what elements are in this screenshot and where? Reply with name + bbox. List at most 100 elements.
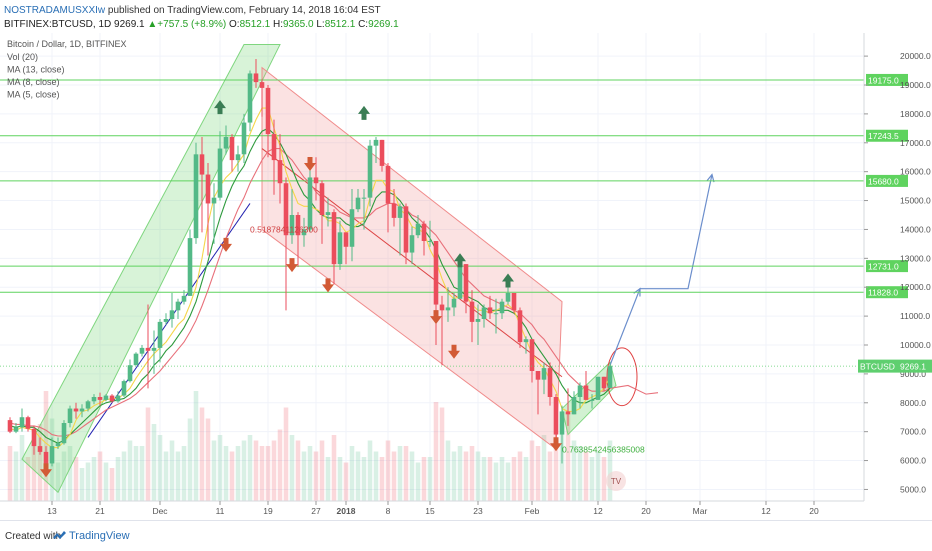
- volume-bars: [7, 391, 613, 501]
- change-value: ▲+757.5 (+8.9%): [147, 19, 227, 30]
- candle-body: [25, 417, 31, 429]
- volume-bar: [169, 440, 175, 501]
- volume-bar: [139, 446, 145, 501]
- time-tick-label: 19: [263, 506, 273, 516]
- tradingview-brand[interactable]: TradingView: [69, 530, 130, 542]
- candle-body: [331, 212, 337, 265]
- volume-bar: [127, 440, 133, 501]
- candle-body: [343, 232, 349, 247]
- candle-body: [337, 232, 343, 265]
- time-tick-label: 12: [593, 506, 603, 516]
- symbol-ohlc-line: BITFINEX:BTCUSD, 1D 9269.1 ▲+757.5 (+8.9…: [4, 19, 399, 30]
- candle-body: [55, 443, 61, 447]
- candle-body: [235, 154, 241, 161]
- volume-bar: [493, 462, 499, 501]
- volume-bar: [115, 457, 121, 501]
- candle-body: [403, 206, 409, 253]
- volume-bar: [133, 446, 139, 501]
- volume-bar: [109, 468, 115, 501]
- price-tick-label: 20000.0: [900, 51, 931, 61]
- volume-bar: [433, 402, 439, 501]
- volume-bar: [511, 457, 517, 501]
- candle-body: [415, 223, 421, 236]
- volume-bar: [223, 446, 229, 501]
- volume-bar: [481, 457, 487, 501]
- volume-bar: [403, 446, 409, 501]
- volume-bar: [355, 451, 361, 501]
- indicator-legend: Bitcoin / Dollar, 1D, BITFINEX Vol (20) MA…: [7, 39, 127, 100]
- volume-bar: [343, 462, 349, 501]
- candle-body: [181, 295, 187, 302]
- level-tag: [866, 286, 908, 299]
- candle-body: [589, 399, 595, 401]
- candle-body: [289, 215, 295, 236]
- volume-bar: [553, 440, 559, 501]
- candle-body: [151, 347, 157, 351]
- candle-body: [13, 427, 19, 432]
- candle-body: [169, 310, 175, 319]
- symbol-label: BITFINEX:BTCUSD, 1D: [4, 19, 112, 30]
- volume-bar: [247, 435, 253, 501]
- volume-bar: [325, 457, 331, 501]
- candle-body: [505, 293, 511, 302]
- candle-body: [271, 134, 277, 161]
- legend-title: Bitcoin / Dollar, 1D, BITFINEX: [7, 39, 127, 49]
- volume-bar: [235, 446, 241, 501]
- candle-body: [547, 368, 553, 397]
- price-tick-label: 19000.0: [900, 80, 931, 90]
- price-axis: 5000.0 6000.0 7000.0 8000.0 9000.0 10000.0 110…: [0, 33, 932, 501]
- sell-arrow-icon: [448, 344, 460, 359]
- candle-body: [157, 321, 163, 348]
- volume-bar: [193, 391, 199, 501]
- close-value: 9269.1: [368, 19, 399, 30]
- candle-body: [127, 365, 133, 382]
- price-tick-label: 11000.0: [900, 311, 930, 321]
- volume-bar: [379, 457, 385, 501]
- volume-bar: [523, 457, 529, 501]
- volume-bar: [373, 451, 379, 501]
- volume-bar: [181, 446, 187, 501]
- volume-bar: [439, 407, 445, 501]
- level-tag: [866, 129, 908, 142]
- candle-body: [103, 395, 109, 400]
- price-chart[interactable]: 19175.0 17243.5 15680.0 12731.0 11828.0 0.51…: [0, 33, 932, 520]
- last-price-tag: [897, 359, 932, 373]
- candle-body: [91, 397, 97, 402]
- price-tick-label: 16000.0: [900, 167, 931, 177]
- publish-info: NOSTRADAMUSXXIw published on TradingView…: [4, 5, 381, 16]
- candle-body: [409, 235, 415, 253]
- candle-body: [133, 353, 139, 366]
- volume-bar: [265, 446, 271, 501]
- candle-body: [145, 347, 151, 351]
- volume-bar: [391, 451, 397, 501]
- volume-bar: [211, 440, 217, 501]
- time-tick-label: 8: [386, 506, 391, 516]
- level-tag-label: 12731.0: [868, 262, 899, 272]
- candle-body: [511, 293, 517, 311]
- volume-bar: [175, 451, 181, 501]
- candle-body: [295, 215, 301, 236]
- low-label: L:: [316, 19, 325, 30]
- candle-body: [463, 264, 469, 302]
- high-label: H:: [272, 19, 283, 30]
- sell-arrow-icon: [304, 157, 316, 171]
- volume-bar: [427, 457, 433, 501]
- time-tick-label: 27: [311, 506, 321, 516]
- candle-body: [379, 139, 385, 166]
- candle-body: [277, 160, 283, 184]
- candle-body: [481, 307, 487, 319]
- volume-bar: [595, 451, 601, 501]
- volume-bar: [199, 407, 205, 501]
- candle-body: [421, 223, 427, 241]
- volume-bar: [25, 457, 31, 501]
- volume-bar: [61, 451, 67, 501]
- price-tick-label: 8000.0: [900, 398, 926, 408]
- time-tick-label: 11: [216, 506, 225, 516]
- candle-body: [307, 177, 313, 230]
- candle-body: [361, 197, 367, 199]
- author-link[interactable]: NOSTRADAMUSXXIw: [4, 5, 106, 16]
- candle-body: [49, 446, 55, 464]
- candle-body: [79, 408, 85, 412]
- candle-body: [535, 371, 541, 380]
- volume-bar: [397, 446, 403, 501]
